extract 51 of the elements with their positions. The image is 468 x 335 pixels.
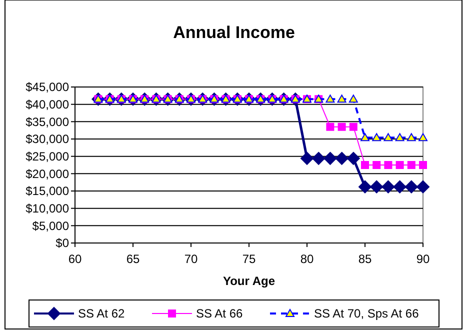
y-tick-label: $5,000	[32, 218, 70, 233]
x-tick-label: 85	[358, 252, 372, 266]
point	[372, 133, 382, 142]
point	[326, 94, 335, 103]
y-tick-label: $45,000	[26, 80, 70, 94]
point	[372, 161, 381, 169]
y-tick-label: $10,000	[26, 202, 70, 216]
point	[382, 180, 395, 194]
legend-label: SS At 66	[196, 306, 244, 321]
point	[416, 180, 430, 194]
y-tick-label: $30,000	[26, 132, 70, 146]
point	[337, 94, 346, 103]
point	[418, 133, 428, 142]
chart-title: Annual Income	[173, 23, 295, 42]
point	[384, 133, 393, 142]
y-tick-label: $0	[56, 236, 70, 250]
point	[349, 122, 358, 131]
point	[407, 161, 416, 169]
y-tick-label: $35,000	[26, 114, 70, 129]
y-tick-label: $40,000	[26, 98, 70, 112]
point	[393, 180, 406, 194]
legend-label: SS At 62	[78, 306, 126, 321]
y-tick-label: $25,000	[26, 150, 70, 164]
point	[404, 180, 418, 194]
x-tick-label: 90	[416, 252, 430, 266]
x-tick-label: 60	[68, 252, 82, 266]
x-tick-label: 75	[242, 252, 256, 266]
point	[348, 94, 358, 103]
point	[324, 152, 337, 165]
point	[384, 161, 392, 169]
x-tick-label: 70	[184, 252, 198, 266]
x-tick-label: 65	[126, 252, 140, 266]
point	[300, 152, 314, 165]
point	[335, 152, 348, 165]
point	[406, 133, 416, 142]
point	[312, 152, 326, 165]
point	[419, 161, 427, 169]
point	[338, 122, 346, 131]
point	[346, 152, 360, 165]
point	[358, 180, 372, 194]
point	[396, 161, 404, 169]
point	[370, 180, 384, 194]
x-tick-label: 80	[300, 252, 314, 266]
point	[326, 122, 334, 131]
point	[395, 133, 404, 142]
y-tick-label: $20,000	[26, 166, 70, 181]
point	[361, 161, 369, 169]
point	[360, 133, 370, 142]
legend-label: SS At 70, Sps At 66	[314, 306, 420, 321]
y-tick-label: $15,000	[26, 184, 70, 198]
x-axis-title: Your Age	[222, 274, 276, 288]
